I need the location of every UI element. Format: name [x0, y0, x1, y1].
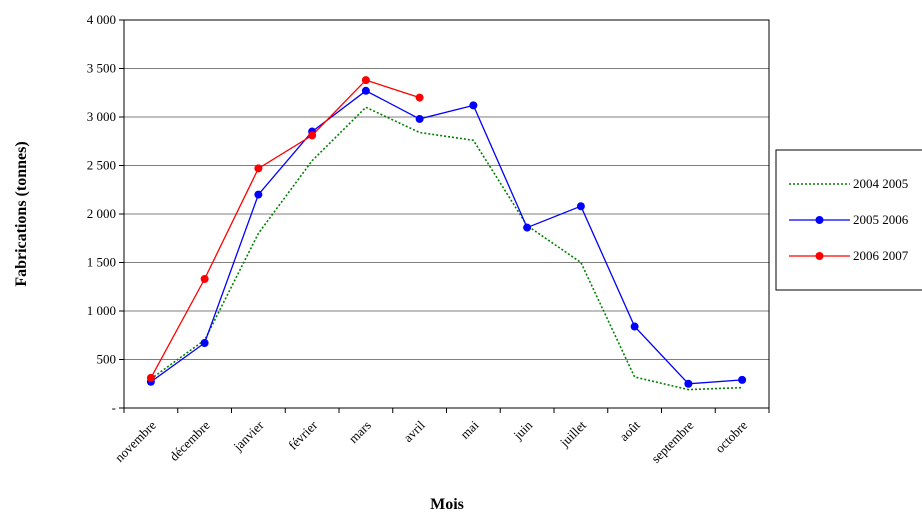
series-line — [150, 79, 420, 379]
x-tick-label: octobre — [712, 417, 750, 455]
x-axis: novembre décembre janvier février mars avril m… — [112, 408, 770, 466]
data-point — [361, 86, 370, 95]
legend: 2004 2005 2005 2006 2006 2007 — [775, 149, 922, 291]
y-tick-label: 2 000 — [87, 206, 116, 221]
legend-label: 2006 2007 — [853, 248, 909, 263]
data-point — [576, 202, 585, 211]
y-tick-label: 3 000 — [87, 109, 116, 124]
x-tick-label: janvier — [230, 417, 267, 454]
data-point — [254, 190, 263, 199]
x-tick-label: février — [285, 417, 321, 453]
x-tick-label: juillet — [556, 417, 589, 450]
data-point — [254, 164, 263, 173]
data-point — [630, 322, 639, 331]
series-group — [146, 76, 747, 391]
series-3 — [146, 76, 424, 382]
series-line — [150, 90, 743, 385]
x-tick-label: décembre — [166, 417, 212, 463]
series-line — [150, 106, 743, 391]
legend-marker — [815, 252, 824, 260]
y-tick-label: - — [112, 400, 116, 415]
x-tick-label: mai — [457, 417, 482, 442]
y-tick-label: 3 500 — [87, 61, 116, 76]
legend-marker — [815, 216, 824, 224]
data-point — [146, 373, 155, 382]
y-tick-label: 1 000 — [87, 303, 116, 318]
x-tick-label: mars — [346, 418, 374, 446]
x-tick-label: août — [616, 417, 643, 444]
x-axis-title: Mois — [430, 496, 464, 513]
gridlines — [124, 19, 769, 360]
y-tick-label: 4 000 — [87, 12, 116, 27]
y-tick-label: 500 — [97, 352, 117, 367]
x-tick-label: avril — [400, 417, 428, 445]
y-tick-label: 2 500 — [87, 158, 116, 173]
series-1 — [150, 106, 743, 391]
y-axis-title: Fabrications (tonnes) — [13, 141, 30, 286]
data-point — [738, 375, 747, 384]
legend-label: 2005 2006 — [853, 212, 909, 227]
data-point — [415, 114, 424, 123]
legend-label: 2004 2005 — [853, 176, 908, 191]
data-point — [523, 223, 532, 232]
data-point — [415, 93, 424, 102]
x-tick-label: juin — [510, 417, 536, 443]
data-point — [684, 379, 693, 388]
data-point — [308, 131, 317, 140]
x-tick-label: septembre — [648, 417, 697, 466]
x-tick-label: novembre — [112, 417, 160, 465]
y-tick-label: 1 500 — [87, 255, 116, 270]
series-2 — [146, 86, 747, 388]
y-axis: - 500 1 000 1 500 2 000 2 500 3 000 3 500 4 000 — [87, 12, 124, 415]
data-point — [469, 101, 478, 110]
data-point — [361, 76, 370, 85]
data-point — [200, 339, 209, 348]
data-point — [200, 274, 209, 283]
